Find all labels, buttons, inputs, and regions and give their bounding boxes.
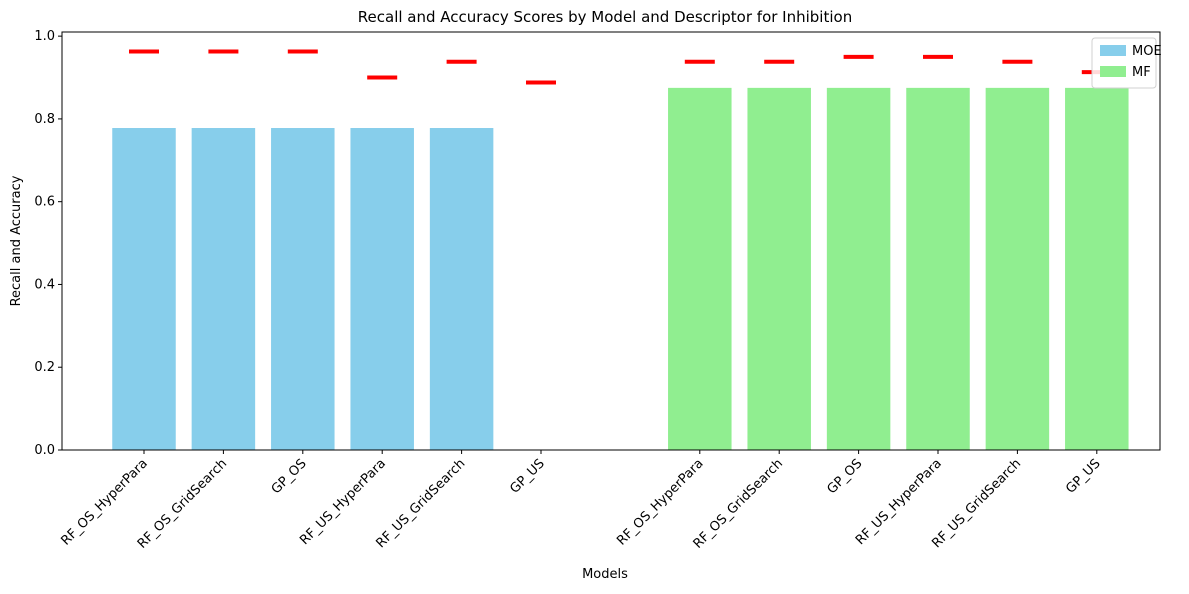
x-tick-label: RF_US_HyperPara <box>853 456 945 548</box>
x-tick-label: RF_OS_GridSearch <box>135 456 230 551</box>
plot-frame <box>61 31 1161 451</box>
x-axis-label: Models <box>582 567 628 582</box>
bar-moe-rf-us-gridsearch <box>429 128 494 450</box>
y-tick-label: 0.4 <box>34 277 55 292</box>
y-tick-label: 0.2 <box>34 360 55 375</box>
legend-label-mf: MF <box>1132 65 1151 80</box>
x-tick-label: GP_OS <box>824 456 865 497</box>
x-tick-label: RF_OS_HyperPara <box>58 456 150 548</box>
x-tick-label: RF_US_GridSearch <box>374 456 469 551</box>
bar-mf-rf-os-hyperpara <box>668 87 732 451</box>
bar-moe-rf-os-gridsearch <box>191 128 256 450</box>
y-tick-label: 0.0 <box>34 443 55 458</box>
y-axis-label: Recall and Accuracy <box>9 175 24 306</box>
legend-swatch-mf <box>1100 66 1126 77</box>
x-tick-label: RF_US_GridSearch <box>929 456 1024 551</box>
bar-moe-gp-os <box>271 128 335 450</box>
chart-title: Recall and Accuracy Scores by Model and … <box>358 8 852 26</box>
bar-mf-gp-us <box>1065 87 1129 451</box>
legend-swatch-moe <box>1100 45 1126 56</box>
x-tick-label: GP_US <box>507 456 547 496</box>
bar-mf-rf-us-hyperpara <box>906 87 970 451</box>
bar-mf-gp-os <box>826 87 891 451</box>
x-tick-label: RF_OS_HyperPara <box>614 456 706 548</box>
x-tick-label: RF_US_HyperPara <box>297 456 389 548</box>
bar-mf-rf-os-gridsearch <box>747 87 811 451</box>
legend-label-moe: MOE <box>1132 44 1162 59</box>
x-tick-label: RF_OS_GridSearch <box>691 456 786 551</box>
bar-moe-rf-us-hyperpara <box>350 128 414 450</box>
x-tick-label: GP_US <box>1063 456 1103 496</box>
y-tick-label: 1.0 <box>34 29 55 44</box>
bar-mf-rf-us-gridsearch <box>985 87 1050 451</box>
y-tick-label: 0.8 <box>34 112 55 127</box>
y-tick-label: 0.6 <box>34 195 55 210</box>
bar-moe-rf-os-hyperpara <box>112 128 176 450</box>
x-tick-label: GP_OS <box>269 456 310 497</box>
